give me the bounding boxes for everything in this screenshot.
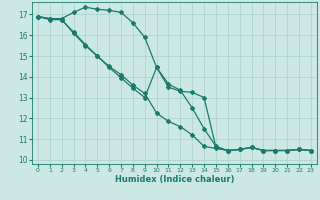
X-axis label: Humidex (Indice chaleur): Humidex (Indice chaleur): [115, 175, 234, 184]
